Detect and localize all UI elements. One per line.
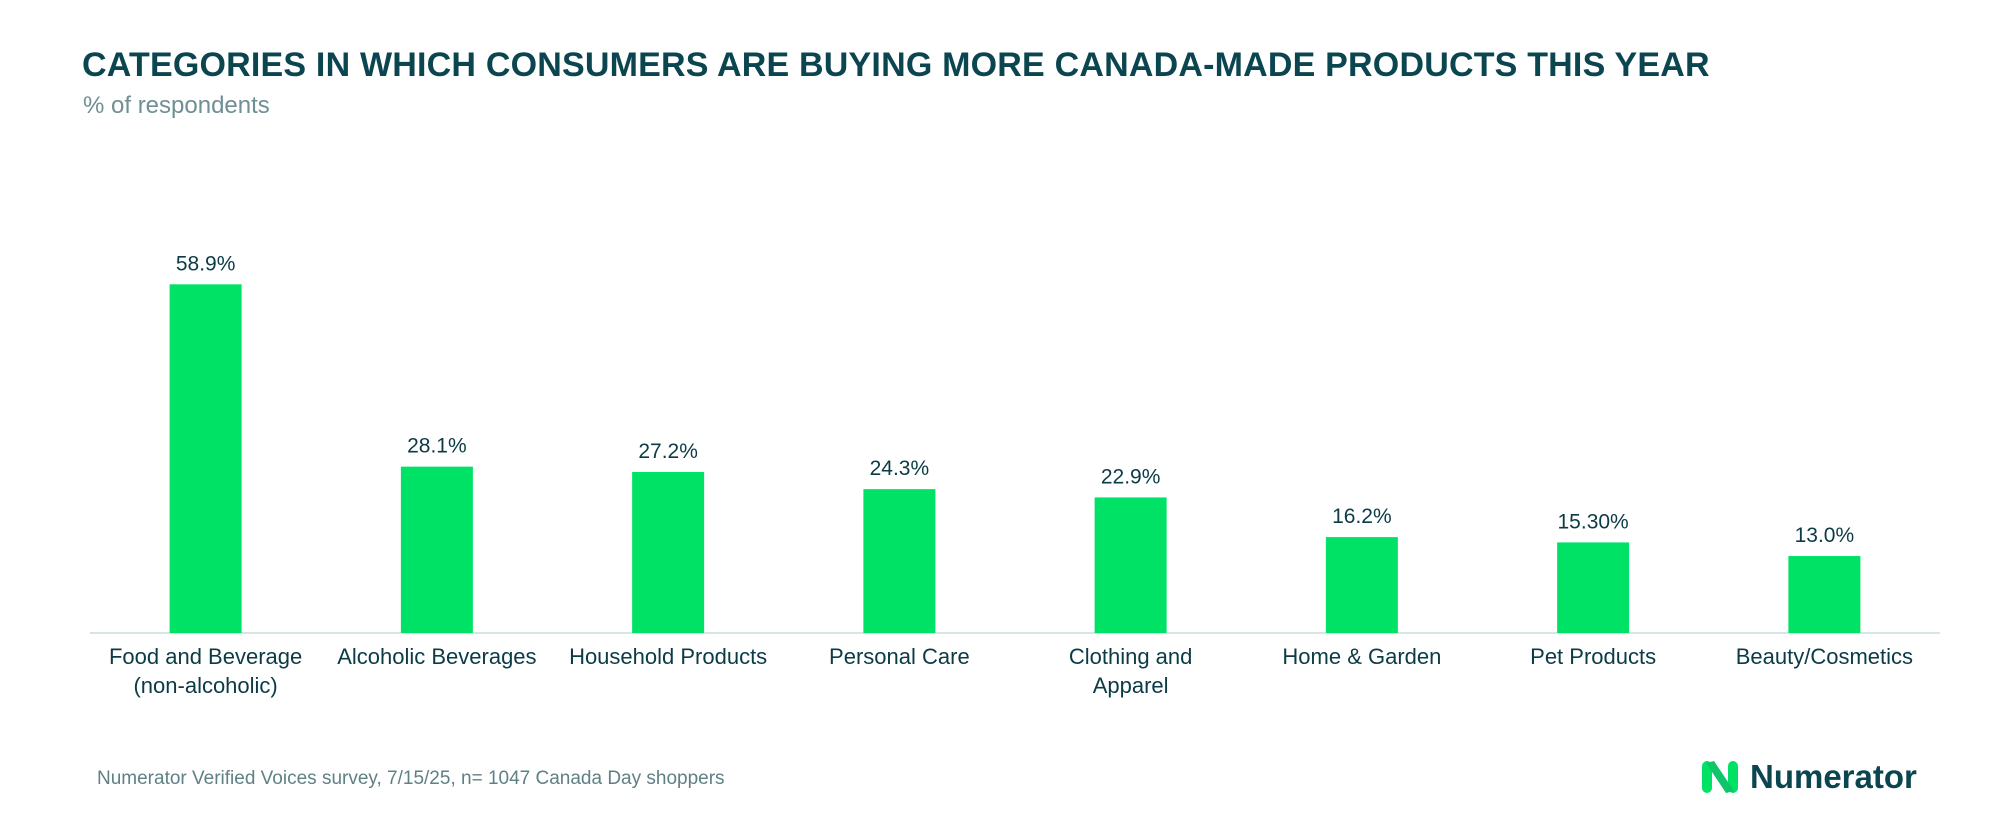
data-label: 16.2% [1332, 505, 1392, 528]
bar [1325, 537, 1398, 633]
category-label: Pet Products [1530, 644, 1656, 669]
category-label: (non-alcoholic) [133, 673, 277, 698]
category-label: Apparel [1093, 673, 1169, 698]
data-label: 15.30% [1558, 510, 1629, 533]
category-label: Alcoholic Beverages [337, 644, 536, 669]
bar [1788, 556, 1861, 633]
category-label: Personal Care [829, 644, 970, 669]
category-label: Beauty/Cosmetics [1736, 644, 1913, 669]
bar [1557, 542, 1630, 633]
data-label: 58.9% [176, 252, 236, 275]
chart-title: CATEGORIES IN WHICH CONSUMERS ARE BUYING… [82, 46, 1710, 84]
chart-subtitle: % of respondents [83, 92, 270, 119]
category-label: Clothing and [1069, 644, 1193, 669]
bar-chart: 58.9% Food and Beverage (non-alcoholic) 28.… [90, 252, 1940, 698]
numerator-logo-icon [1702, 761, 1738, 793]
bar [863, 489, 936, 633]
data-label: 13.0% [1795, 524, 1855, 547]
numerator-logo: Numerator [1700, 757, 1917, 797]
bar [632, 471, 705, 633]
data-label: 28.1% [407, 435, 467, 458]
numerator-logo-text: Numerator [1750, 758, 1917, 795]
category-label: Home & Garden [1282, 644, 1441, 669]
data-label: 22.9% [1101, 465, 1161, 488]
data-label: 27.2% [638, 440, 698, 463]
data-label: 24.3% [870, 457, 930, 480]
bar [1094, 497, 1167, 633]
category-label: Household Products [569, 644, 767, 669]
category-label: Food and Beverage [109, 644, 302, 669]
bar [169, 284, 242, 633]
source-note: Numerator Verified Voices survey, 7/15/2… [97, 768, 725, 789]
bar [400, 466, 473, 633]
